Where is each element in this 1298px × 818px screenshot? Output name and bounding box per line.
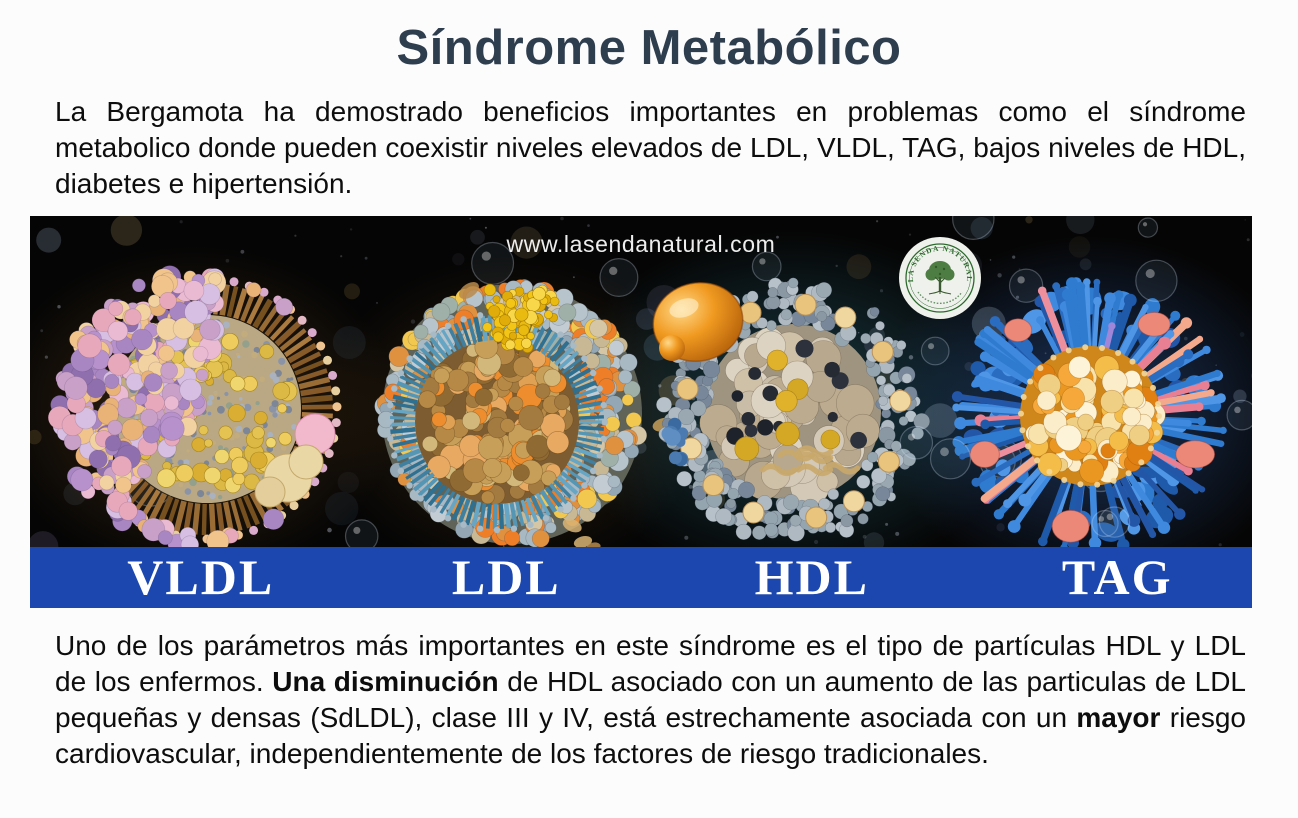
page-title: Síndrome Metabólico [0, 22, 1298, 74]
lipoprotein-illustration [30, 216, 1252, 547]
lipoprotein-figure: www.lasendanatural.com LA SENDA N [30, 216, 1252, 608]
text-segment: mayor [1076, 702, 1160, 733]
text-segment: Una disminución [272, 666, 498, 697]
watermark-url: www.lasendanatural.com [30, 231, 1252, 258]
la-senda-natural-logo: LA SENDA NATURAL [898, 236, 982, 320]
intro-paragraph: La Bergamota ha demostrado beneficios im… [55, 94, 1246, 202]
label-ldl: LDL [354, 547, 660, 608]
label-vldl: VLDL [48, 547, 354, 608]
outro-paragraph: Uno de los parámetros más importantes en… [55, 628, 1246, 772]
label-tag: TAG [965, 547, 1271, 608]
label-hdl: HDL [659, 547, 965, 608]
label-banner: VLDL LDL HDL TAG [30, 547, 1252, 608]
infographic-page: Síndrome Metabólico La Bergamota ha demo… [0, 22, 1298, 772]
